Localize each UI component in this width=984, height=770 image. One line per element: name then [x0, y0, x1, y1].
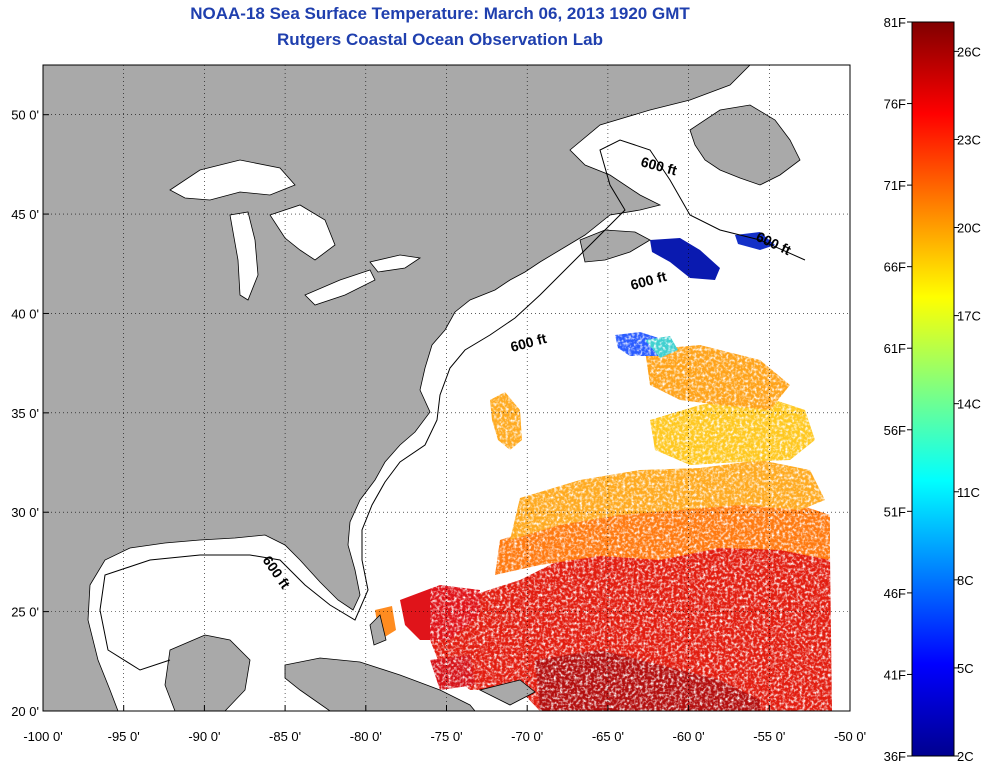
- map-ticks: -100 0' -95 0' -90 0' -85 0' -80 0' -75 0' -70…: [11, 108, 866, 744]
- colorbar-label-f: 51F: [884, 504, 906, 519]
- land-layer: [43, 65, 801, 711]
- colorbar-label-c: 11C: [957, 485, 980, 500]
- sst-patch-cold-nova-scotia: [650, 238, 720, 280]
- lat-tick-label: 20 0': [11, 704, 39, 719]
- colorbar-label-f: 46F: [884, 586, 906, 601]
- yucatan-land: [164, 634, 251, 711]
- lon-tick-label: -60 0': [673, 729, 705, 744]
- colorbar-label-c: 17C: [957, 309, 981, 324]
- great-lakes-layer: [169, 159, 422, 306]
- lat-tick-label: 40 0': [11, 306, 39, 321]
- map-frame: [42, 64, 851, 712]
- lake-erie: [304, 269, 376, 306]
- lake-superior: [169, 159, 296, 201]
- colorbar-ticks: 81F 76F 71F 66F 61F 56F 51F 46F 41F 36F 26C 23C 20C 1…: [884, 15, 981, 764]
- lake-huron: [269, 204, 336, 261]
- lon-tick-label: -70 0': [511, 729, 543, 744]
- lon-tick-label: -50 0': [834, 729, 866, 744]
- colorbar-label-f: 76F: [884, 97, 906, 112]
- lon-tick-label: -95 0': [108, 729, 140, 744]
- sst-data-layer: [360, 232, 840, 711]
- colorbar-label-c: 20C: [957, 221, 981, 236]
- colorbar-label-f: 56F: [884, 423, 906, 438]
- colorbar-label-c: 5C: [957, 661, 974, 676]
- lat-tick-label: 45 0': [11, 207, 39, 222]
- north-america-land: [43, 65, 751, 711]
- lon-tick-label: -75 0': [430, 729, 462, 744]
- hispaniola-land: [478, 679, 536, 706]
- colorbar-label-c: 26C: [957, 44, 981, 59]
- lake-michigan: [229, 211, 259, 301]
- colorbar-label-c: 23C: [957, 132, 981, 147]
- newfoundland-land: [689, 104, 801, 186]
- colorbar-label-c: 14C: [957, 397, 981, 412]
- sst-speckle-overlay: [430, 330, 840, 711]
- andros-land: [369, 614, 387, 646]
- colorbar-label-f: 71F: [884, 178, 906, 193]
- lon-tick-label: -85 0': [269, 729, 301, 744]
- lat-tick-label: 50 0': [11, 108, 39, 123]
- lon-tick-label: -100 0': [23, 729, 62, 744]
- colorbar-label-f: 41F: [884, 667, 906, 682]
- colorbar-label-f: 66F: [884, 260, 906, 275]
- lon-tick-label: -80 0': [350, 729, 382, 744]
- isobath-600ft-line: [99, 139, 806, 671]
- map-subtitle: Rutgers Coastal Ocean Observation Lab: [277, 30, 603, 49]
- lat-tick-label: 30 0': [11, 505, 39, 520]
- lake-ontario: [369, 254, 422, 273]
- colorbar-label-f: 61F: [884, 341, 906, 356]
- colorbar-label-f: 81F: [884, 15, 906, 30]
- lon-tick-label: -65 0': [592, 729, 624, 744]
- lon-tick-label: -55 0': [753, 729, 785, 744]
- lat-tick-label: 35 0': [11, 406, 39, 421]
- lon-tick-label: -90 0': [188, 729, 220, 744]
- colorbar-label-f: 36F: [884, 749, 906, 764]
- colorbar-label-c: 2C: [957, 749, 974, 764]
- colorbar-label-c: 8C: [957, 573, 974, 588]
- colorbar: [911, 21, 955, 757]
- map-title: NOAA-18 Sea Surface Temperature: March 0…: [190, 4, 690, 23]
- cuba-land: [284, 657, 476, 711]
- lat-tick-label: 25 0': [11, 605, 39, 620]
